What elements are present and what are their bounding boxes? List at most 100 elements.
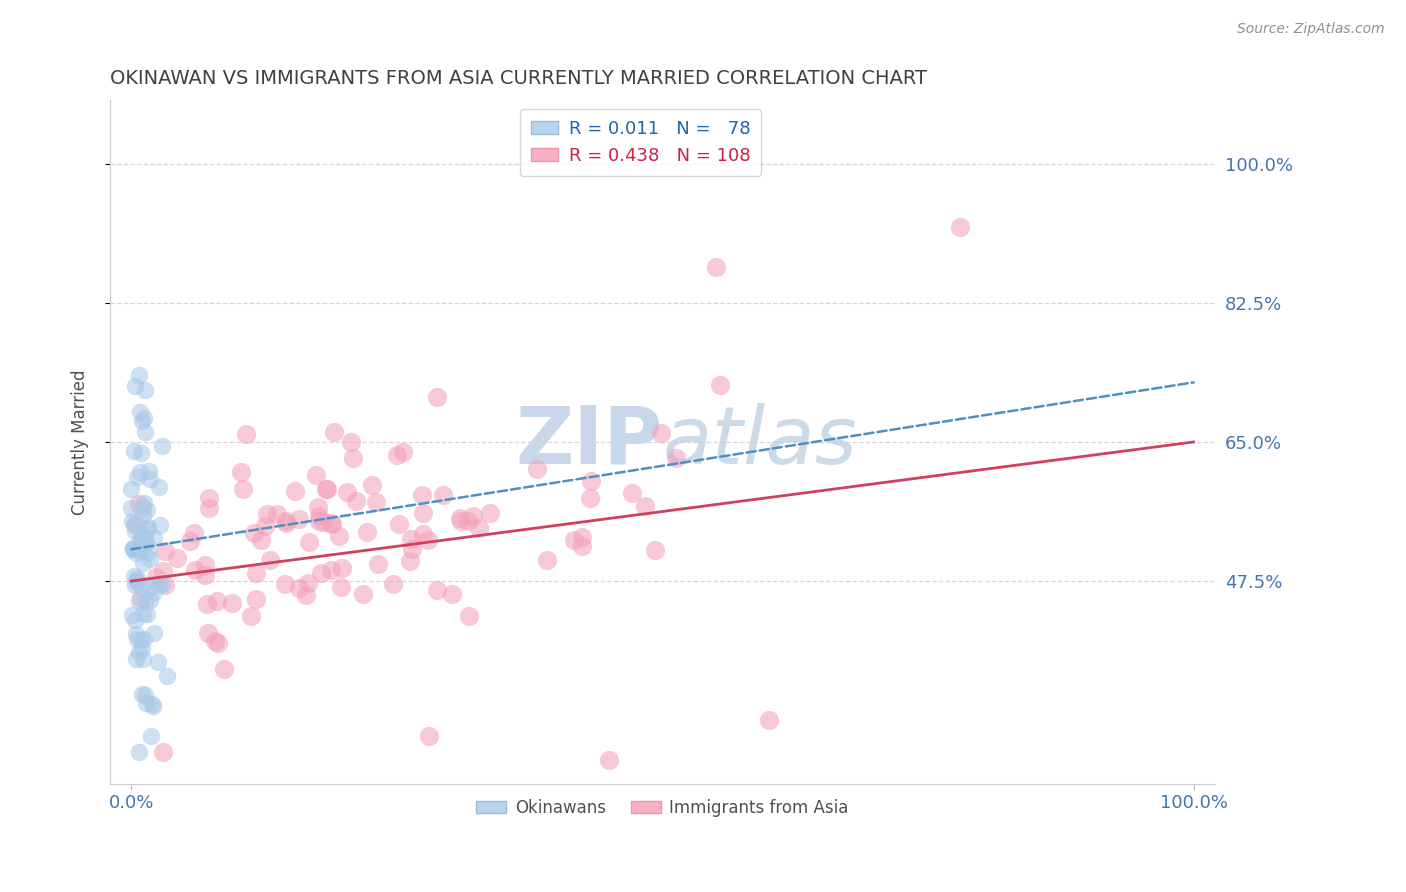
- Point: [122, 443, 145, 458]
- Point: [295, 588, 318, 602]
- Point: [207, 636, 229, 650]
- Point: [132, 607, 155, 621]
- Point: [240, 609, 263, 624]
- Point: [367, 557, 389, 571]
- Point: [129, 405, 152, 419]
- Point: [150, 439, 173, 453]
- Point: [129, 591, 152, 606]
- Point: [152, 745, 174, 759]
- Point: [598, 753, 620, 767]
- Point: [131, 580, 153, 594]
- Point: [129, 465, 152, 479]
- Point: [124, 569, 146, 583]
- Point: [166, 551, 188, 566]
- Point: [142, 699, 165, 714]
- Point: [620, 486, 643, 500]
- Point: [134, 533, 156, 548]
- Point: [235, 427, 257, 442]
- Point: [328, 529, 350, 543]
- Point: [135, 536, 157, 550]
- Point: [128, 745, 150, 759]
- Point: [194, 568, 217, 582]
- Point: [138, 463, 160, 477]
- Point: [479, 507, 502, 521]
- Point: [141, 698, 163, 712]
- Point: [412, 506, 434, 520]
- Point: [125, 470, 148, 484]
- Point: [457, 514, 479, 528]
- Point: [221, 596, 243, 610]
- Point: [142, 625, 165, 640]
- Point: [323, 425, 346, 440]
- Point: [665, 450, 688, 465]
- Point: [204, 633, 226, 648]
- Point: [382, 577, 405, 591]
- Point: [212, 661, 235, 675]
- Point: [152, 564, 174, 578]
- Point: [450, 514, 472, 528]
- Point: [135, 522, 157, 536]
- Point: [243, 526, 266, 541]
- Point: [142, 531, 165, 545]
- Point: [250, 533, 273, 547]
- Point: [125, 517, 148, 532]
- Point: [650, 426, 672, 441]
- Point: [125, 541, 148, 556]
- Point: [340, 435, 363, 450]
- Point: [125, 627, 148, 641]
- Point: [308, 514, 330, 528]
- Point: [411, 488, 433, 502]
- Point: [124, 545, 146, 559]
- Point: [131, 544, 153, 558]
- Point: [139, 729, 162, 743]
- Point: [287, 581, 309, 595]
- Point: [205, 594, 228, 608]
- Point: [125, 651, 148, 665]
- Point: [121, 542, 143, 557]
- Point: [305, 468, 328, 483]
- Point: [364, 495, 387, 509]
- Point: [139, 472, 162, 486]
- Point: [124, 524, 146, 538]
- Point: [266, 507, 288, 521]
- Point: [276, 514, 298, 528]
- Point: [704, 260, 727, 274]
- Point: [356, 525, 378, 540]
- Point: [184, 563, 207, 577]
- Point: [342, 451, 364, 466]
- Point: [135, 696, 157, 710]
- Point: [139, 593, 162, 607]
- Point: [253, 519, 276, 533]
- Point: [273, 577, 295, 591]
- Point: [297, 576, 319, 591]
- Point: [120, 482, 142, 496]
- Point: [128, 645, 150, 659]
- Point: [412, 527, 434, 541]
- Point: [449, 511, 471, 525]
- Point: [198, 501, 221, 516]
- Point: [361, 478, 384, 492]
- Y-axis label: Currently Married: Currently Married: [72, 369, 89, 515]
- Point: [526, 461, 548, 475]
- Point: [198, 491, 221, 505]
- Point: [283, 484, 305, 499]
- Point: [308, 508, 330, 523]
- Point: [132, 508, 155, 523]
- Point: [232, 482, 254, 496]
- Point: [231, 465, 253, 479]
- Point: [136, 503, 159, 517]
- Point: [127, 571, 149, 585]
- Point: [131, 652, 153, 666]
- Point: [128, 368, 150, 383]
- Point: [758, 713, 780, 727]
- Point: [155, 544, 177, 558]
- Point: [388, 517, 411, 532]
- Point: [468, 521, 491, 535]
- Point: [134, 531, 156, 545]
- Point: [578, 491, 600, 505]
- Point: [319, 516, 342, 530]
- Point: [131, 500, 153, 514]
- Point: [131, 530, 153, 544]
- Point: [121, 514, 143, 528]
- Point: [399, 532, 422, 546]
